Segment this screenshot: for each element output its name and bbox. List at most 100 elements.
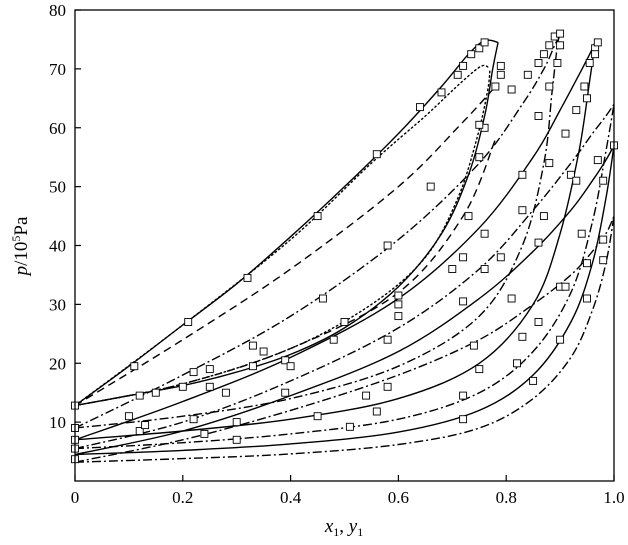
- data-point-marker: [248, 341, 257, 350]
- x-axis-label: x1, y1: [324, 516, 363, 539]
- data-point-marker: [459, 415, 468, 424]
- data-point-marker: [534, 318, 543, 326]
- data-point-marker: [480, 229, 489, 238]
- data-point-marker: [518, 170, 527, 179]
- data-point-marker: [459, 253, 468, 262]
- data-point-marker: [189, 368, 198, 377]
- data-point-marker: [459, 61, 468, 70]
- y-tick-label: 50: [49, 178, 66, 197]
- y-tick-label: 80: [49, 1, 66, 20]
- data-point-marker: [534, 59, 543, 67]
- data-point-marker: [599, 176, 608, 185]
- series-6-dew-curve: [74, 103, 615, 450]
- data-point-marker: [394, 291, 403, 300]
- series-3-dew-curve: [74, 86, 496, 407]
- series-2-bubble-curve: [74, 68, 491, 407]
- data-point-marker: [545, 159, 554, 168]
- data-point-marker: [475, 44, 484, 53]
- data-point-marker: [281, 356, 290, 365]
- data-point-marker: [467, 50, 476, 59]
- series-2-dew-curve: [74, 64, 491, 407]
- data-point-marker: [259, 347, 268, 356]
- data-point-marker: [383, 241, 392, 250]
- x-tick-label: 0.8: [496, 488, 517, 507]
- data-point-marker: [491, 82, 500, 91]
- data-point-marker: [383, 382, 392, 391]
- data-point-marker: [178, 382, 187, 391]
- data-point-marker: [416, 103, 424, 112]
- data-point-marker: [599, 256, 608, 265]
- data-point-marker: [459, 391, 468, 400]
- series-6-bubble-curve: [74, 104, 615, 450]
- data-point-marker: [248, 362, 257, 371]
- series-5-bubble-curve: [74, 42, 596, 441]
- data-point-marker: [593, 38, 602, 47]
- data-point-marker: [232, 435, 241, 444]
- data-point-marker: [205, 382, 214, 391]
- data-point-marker: [318, 294, 327, 303]
- y-tick-label: 60: [49, 119, 66, 138]
- data-point-marker: [513, 359, 521, 368]
- data-point-marker: [124, 412, 133, 421]
- data-point-marker: [545, 41, 554, 50]
- data-point-marker: [340, 318, 349, 326]
- data-point-marker: [135, 427, 144, 435]
- data-point-marker: [583, 94, 591, 103]
- data-point-marker: [141, 421, 150, 430]
- data-point-marker: [394, 300, 403, 309]
- data-point-marker: [566, 170, 575, 179]
- data-point-marker: [372, 407, 381, 416]
- y-tick-label: 30: [49, 295, 66, 314]
- data-point-marker: [469, 341, 478, 350]
- data-point-marker: [313, 412, 322, 421]
- data-point-marker: [577, 229, 586, 238]
- data-point-marker: [523, 70, 532, 79]
- x-tick-label: 0: [71, 488, 80, 507]
- data-point-marker: [286, 362, 295, 371]
- data-point-marker: [529, 376, 538, 385]
- data-point-marker: [281, 388, 290, 397]
- series-8-dew-curve: [74, 215, 615, 463]
- data-point-marker: [480, 38, 489, 47]
- data-point-marker: [583, 294, 591, 303]
- y-tick-label: 70: [49, 60, 66, 79]
- data-point-marker: [205, 365, 214, 374]
- data-point-marker: [572, 106, 581, 115]
- data-point-marker: [221, 388, 230, 397]
- y-tick-label: 40: [49, 237, 66, 256]
- data-point-marker: [345, 422, 354, 431]
- data-point-marker: [232, 418, 241, 427]
- data-point-marker: [534, 238, 543, 247]
- data-point-marker: [539, 212, 548, 221]
- data-point-marker: [394, 312, 403, 321]
- x-tick-label: 0.6: [388, 488, 409, 507]
- data-point-marker: [453, 70, 462, 79]
- data-point-marker: [518, 206, 527, 215]
- data-point-marker: [459, 297, 468, 306]
- tick-layer: [74, 9, 615, 481]
- data-point-marker: [561, 129, 570, 138]
- data-point-marker: [437, 88, 446, 97]
- data-point-marker: [539, 50, 548, 59]
- data-point-marker: [534, 112, 543, 120]
- data-point-marker: [556, 41, 565, 50]
- y-tick-label: 10: [49, 413, 66, 432]
- x-tick-label: 0.2: [172, 488, 193, 507]
- y-tick-label: 20: [49, 354, 66, 373]
- data-point-marker: [496, 70, 505, 79]
- data-point-marker: [507, 294, 516, 303]
- data-point-marker: [591, 50, 600, 59]
- data-point-marker: [426, 182, 435, 191]
- data-point-marker: [556, 335, 565, 344]
- data-point-marker: [475, 120, 484, 129]
- series-4-dew-curve: [74, 34, 561, 429]
- data-point-marker: [583, 259, 591, 268]
- data-point-marker: [135, 391, 144, 400]
- data-point-marker: [383, 335, 392, 344]
- data-point-marker: [496, 253, 505, 262]
- data-point-marker: [585, 59, 594, 67]
- data-point-marker: [545, 82, 554, 91]
- data-point-marker: [593, 156, 602, 165]
- series-5-dew-curve: [74, 42, 596, 441]
